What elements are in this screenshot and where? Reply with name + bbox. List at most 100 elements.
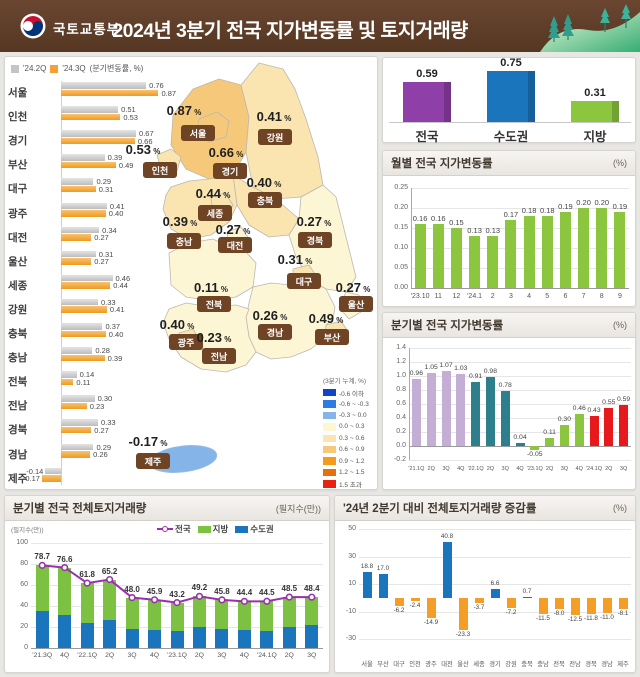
x-tick-label: 충북 xyxy=(521,661,533,668)
summary-panel: 0.59 전국 0.75 수도권 0.31 지방 xyxy=(382,57,636,144)
map-legend-label: -0.6 ~ -0.3 xyxy=(339,400,369,408)
region-bar xyxy=(61,130,137,137)
x-tick-label: 2Q xyxy=(427,466,435,472)
region-bar-value: -0.14 xyxy=(26,466,44,476)
summary-bar xyxy=(403,81,451,122)
gridline xyxy=(359,639,631,640)
region-bar-value: 0.49 xyxy=(118,160,134,170)
map-legend-row: 1.2 ~ 1.5 xyxy=(323,467,385,478)
bar-value: 1.07 xyxy=(439,362,453,370)
x-tick-label: 2Q xyxy=(284,652,294,659)
bar xyxy=(541,216,553,288)
map-legend-swatch xyxy=(323,480,336,488)
region-bar xyxy=(61,451,91,458)
region-bar xyxy=(61,185,96,193)
bar-value: -7.2 xyxy=(505,608,517,616)
q3-legend-label: '24.3Q xyxy=(62,64,86,73)
summary-label: 수도권 xyxy=(493,130,529,144)
ministry-name: 국토교통부 xyxy=(53,22,121,37)
y-tick-label: 80 xyxy=(20,560,28,567)
region-label: 전남 xyxy=(8,400,28,413)
x-tick-label: 4Q xyxy=(516,466,524,472)
region-bar-value: 0.41 xyxy=(109,201,125,211)
monthly-unit: (%) xyxy=(613,158,627,168)
bar-value: 0.59 xyxy=(616,395,631,403)
summary-bar xyxy=(487,71,535,122)
region-bar-value: 0.41 xyxy=(109,305,125,315)
region-bar xyxy=(61,82,147,89)
bar-jibang xyxy=(148,599,162,631)
y-tick-label: 0.00 xyxy=(394,284,408,291)
y-tick-label: 50 xyxy=(348,525,356,532)
y-tick-label: 0 xyxy=(24,644,28,651)
map-region-jeonnam xyxy=(162,302,257,373)
bar xyxy=(596,208,608,288)
x-tick-label: 4Q xyxy=(149,652,160,659)
gridline xyxy=(359,556,631,558)
bar xyxy=(500,391,510,446)
x-tick-label: 4Q xyxy=(575,466,583,472)
bar-jibang xyxy=(282,597,296,627)
bar-value: -14.9 xyxy=(423,619,439,627)
map-panel: '24.2Q '24.3Q (분기변동률, %) 서울 0.76 0.87 인천 0.5… xyxy=(4,56,378,490)
line-value: 65.2 xyxy=(101,566,118,576)
gridline xyxy=(31,648,323,649)
bar xyxy=(578,208,590,288)
bar-jibang xyxy=(80,583,94,623)
map-legend-label: 0.3 ~ 0.6 xyxy=(339,434,365,442)
line-value: 78.7 xyxy=(34,552,50,562)
y-tick-label: 0.25 xyxy=(394,184,408,191)
bar xyxy=(485,377,495,446)
region-bar-value: 0.31 xyxy=(98,184,114,194)
q3-swatch-icon xyxy=(50,64,59,73)
bar-jibang xyxy=(192,596,206,627)
region-bar-value: 0.11 xyxy=(76,377,91,387)
region-bar-value: 0.23 xyxy=(89,401,105,411)
x-tick-label: '24.1Q xyxy=(256,652,277,659)
region-bar-value: 0.28 xyxy=(95,346,110,356)
gridline xyxy=(409,362,631,363)
region-label: 충남 xyxy=(8,352,28,365)
region-bar-value: 0.27 xyxy=(94,233,109,243)
axis-unit-label: (필지수(만)) xyxy=(11,527,44,534)
x-tick-label: 대전 xyxy=(441,661,453,668)
x-tick-label: 2Q xyxy=(605,466,613,472)
bar xyxy=(554,597,564,609)
bar-value: -0.05 xyxy=(527,450,543,458)
bar-value: 6.6 xyxy=(490,579,500,587)
region-bar-value: 0.40 xyxy=(108,329,124,339)
bar xyxy=(450,228,462,288)
bar-value: 0.30 xyxy=(557,416,571,423)
bar xyxy=(469,236,481,288)
region-bar-value: 0.39 xyxy=(107,153,123,163)
region-bar-value: 0.30 xyxy=(97,394,113,404)
region-bar-value: 0.34 xyxy=(102,225,117,235)
legend-sudogwon: 수도권 xyxy=(235,523,274,535)
region-label: 인천 xyxy=(8,111,28,124)
change-title: '24년 2분기 대비 전체토지거래량 증감률 xyxy=(343,503,537,515)
bar xyxy=(515,443,525,446)
bar-jibang xyxy=(35,565,49,612)
bar xyxy=(589,415,599,446)
quarterly-header: 분기별 전국 지가변동률 (%) xyxy=(383,313,635,338)
bar xyxy=(362,571,372,598)
x-tick-label: 경북 xyxy=(585,661,597,668)
legend-sudogwon-swatch-icon xyxy=(235,525,249,533)
bar-sudogwon xyxy=(148,630,162,648)
q2-swatch-icon xyxy=(11,64,19,73)
bar xyxy=(574,413,584,446)
bar-sudogwon xyxy=(237,629,251,648)
bar-value: 0.55 xyxy=(602,398,616,406)
gridline xyxy=(31,564,323,565)
bar xyxy=(559,212,571,288)
region-bar xyxy=(61,419,98,426)
gridline xyxy=(411,288,629,289)
region-bar-value: 0.29 xyxy=(96,442,112,452)
bar-value: 0.18 xyxy=(521,206,537,215)
x-tick-label: 3Q xyxy=(442,466,450,472)
bar xyxy=(506,597,516,608)
bar xyxy=(426,372,436,446)
monthly-chart: 0.00 0.05 0.10 0.15 0.20 0.25 0.16 '23.10 0.16 11… xyxy=(383,176,637,309)
bar xyxy=(619,404,629,446)
